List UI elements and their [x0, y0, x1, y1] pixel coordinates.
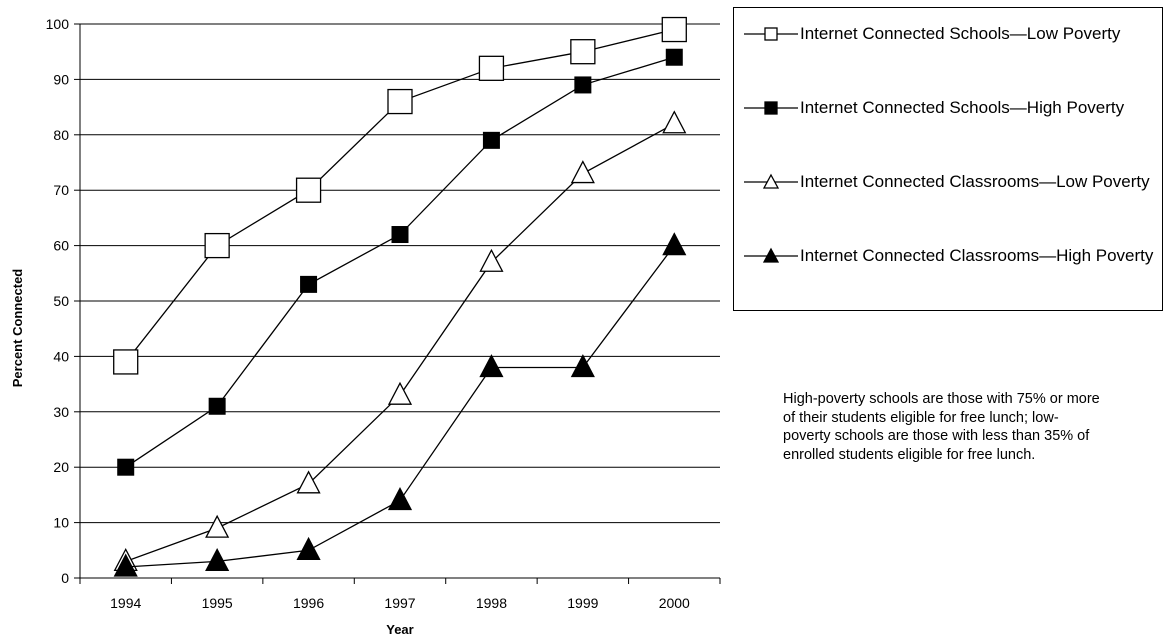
legend-marker-open-square: [744, 27, 798, 41]
data-point: [391, 226, 409, 244]
data-point: [204, 232, 230, 259]
data-point: [665, 48, 683, 66]
data-point: [387, 88, 413, 115]
data-point: [479, 354, 504, 378]
legend-marker-filled-triangle: [744, 247, 798, 263]
series-group: [113, 16, 687, 577]
data-point: [113, 553, 138, 577]
data-point: [208, 397, 226, 415]
legend-marker-open-triangle: [744, 173, 798, 189]
y-tick-label: 90: [53, 71, 69, 87]
legend-marker-filled-square: [744, 101, 798, 115]
series-3: [113, 110, 687, 572]
x-tick-label: 1994: [110, 595, 141, 611]
y-tick-label: 30: [53, 404, 69, 420]
x-tick-labels: 1994 1995 1996 1997 1998 1999 2000: [110, 595, 690, 611]
y-tick-label: 40: [53, 348, 69, 364]
legend-label: Internet Connected Classrooms—Low Povert…: [800, 172, 1150, 191]
data-point: [482, 131, 500, 149]
y-tick-label: 80: [53, 127, 69, 143]
legend-item-classrooms-high-poverty: Internet Connected Classrooms—High Pover…: [734, 244, 1162, 304]
legend-label: Internet Connected Classrooms—High Pover…: [800, 246, 1154, 265]
series-1: [113, 16, 687, 375]
data-point: [570, 354, 595, 378]
data-point: [478, 55, 505, 81]
data-point: [661, 16, 687, 43]
legend-item-schools-high-poverty: Internet Connected Schools—High Poverty: [734, 96, 1162, 156]
data-point: [296, 470, 321, 494]
data-point: [570, 39, 596, 65]
axes: [74, 23, 721, 584]
data-point: [387, 487, 413, 511]
series-line: [125, 245, 675, 568]
data-point: [479, 248, 504, 272]
data-point: [205, 547, 230, 572]
data-point: [570, 160, 595, 184]
x-tick-label: 1997: [384, 595, 415, 611]
x-tick-label: 1995: [202, 595, 233, 611]
x-tick-label: 2000: [659, 595, 690, 611]
poverty-definition-note: High-poverty schools are those with 75% …: [783, 391, 1100, 463]
x-axis-label: Year: [386, 622, 413, 637]
legend-label: Internet Connected Schools—High Poverty: [800, 98, 1125, 117]
data-point: [295, 177, 322, 203]
y-tick-label: 0: [61, 570, 69, 586]
data-point: [205, 514, 230, 538]
y-tick-label: 50: [53, 293, 69, 309]
legend-item-schools-low-poverty: Internet Connected Schools—Low Poverty: [734, 22, 1162, 82]
data-point: [662, 232, 687, 256]
y-tick-label: 10: [53, 515, 69, 531]
data-point: [300, 275, 318, 293]
legend-item-classrooms-low-poverty: Internet Connected Classrooms—Low Povert…: [734, 170, 1162, 230]
data-point: [387, 381, 413, 405]
y-tick-labels: 0 10 20 30 40 50 60 70 80 90 100: [46, 16, 70, 586]
data-point: [296, 536, 321, 560]
series-4: [113, 232, 687, 577]
gridlines: [80, 23, 720, 524]
y-axis-label: Percent Connected: [10, 269, 25, 388]
x-tick-label: 1999: [567, 595, 598, 611]
data-point: [117, 458, 135, 476]
x-tick-label: 1998: [476, 595, 507, 611]
series-2: [117, 48, 683, 476]
y-tick-label: 70: [53, 182, 69, 198]
y-tick-label: 20: [53, 459, 69, 475]
y-tick-label: 100: [46, 16, 70, 32]
data-point: [113, 349, 139, 375]
legend: Internet Connected Schools—Low Poverty I…: [733, 7, 1163, 311]
data-point: [662, 110, 687, 134]
data-point: [574, 76, 592, 94]
series-line: [125, 56, 675, 468]
legend-label: Internet Connected Schools—Low Poverty: [800, 24, 1121, 43]
y-tick-label: 60: [53, 238, 69, 254]
x-tick-label: 1996: [293, 595, 324, 611]
